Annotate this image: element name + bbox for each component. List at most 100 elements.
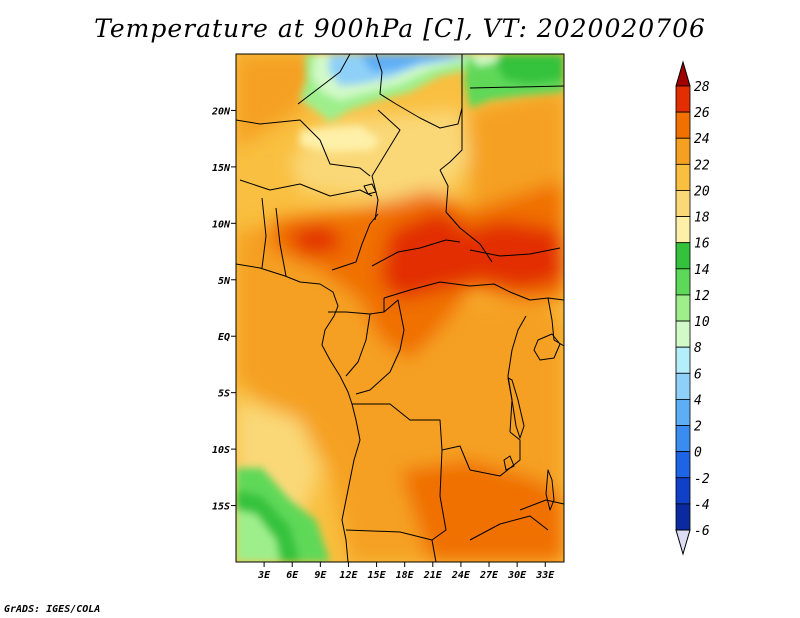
lon-tick-label: 24E	[451, 570, 471, 581]
lake-malawi	[545, 469, 555, 511]
border-chad-car	[371, 239, 461, 267]
border-drc-tanzania	[507, 315, 527, 433]
lon-tick-label: 15E	[368, 570, 387, 581]
map-title: Temperature at 900hPa [C], VT: 202002070…	[94, 14, 706, 43]
lon-tick-label: 9E	[314, 570, 327, 581]
colorbar-label: 0	[694, 446, 702, 461]
lon-tick-label: 27E	[479, 570, 499, 581]
latitude-axis: 20N 15N 10N 5N EQ 5S 10S 15S	[211, 106, 236, 513]
field-24c-zambia	[400, 460, 564, 562]
border-chad-sudan	[439, 169, 493, 263]
border-niger-chad	[371, 109, 401, 221]
colorbar-swatch	[675, 190, 691, 217]
lat-tick-label: 10S	[212, 445, 230, 456]
lake-victoria	[533, 333, 561, 361]
colorbar-label: 24	[694, 132, 710, 147]
border-nigeria-cameroon	[331, 213, 379, 271]
lat-tick-label: 15N	[212, 163, 231, 174]
colorbar-swatch	[675, 85, 691, 113]
colorbar-bottom-arrow	[675, 529, 691, 556]
grads-credit: GrADS: IGES/COLA	[4, 604, 101, 615]
colorbar-swatch	[675, 268, 691, 296]
colorbar-label: 22	[694, 158, 710, 173]
lon-tick-label: 12E	[339, 570, 358, 581]
field-8c-libya	[470, 54, 500, 66]
colorbar-swatch	[675, 216, 691, 244]
border-car-drc	[383, 281, 511, 299]
colorbar-swatch	[675, 477, 691, 505]
field-2c-sahara-north	[360, 54, 470, 72]
field-10c-namibia-coast	[236, 510, 280, 562]
border-drc-zambia	[469, 431, 521, 477]
colorbar-swatch	[675, 111, 691, 139]
border-mali-niger	[236, 119, 371, 177]
border-benin-nigeria	[275, 207, 287, 277]
colorbar-label: 28	[694, 80, 710, 95]
colorbar-label: -2	[694, 472, 710, 487]
colorbar-label: 18	[694, 211, 710, 226]
colorbar-swatch	[675, 425, 691, 453]
border-congo-drc	[355, 299, 405, 395]
colorbar-swatch	[675, 163, 691, 191]
lon-tick-label: 3E	[257, 570, 271, 581]
country-borders	[236, 54, 564, 562]
border-zambia-mozambique	[519, 499, 564, 511]
border-benin-togo	[261, 197, 267, 269]
colorbar-swatch	[675, 294, 691, 322]
colorbar-swatch	[675, 137, 691, 165]
colorbar-label: 26	[694, 106, 710, 121]
colorbar-label: -6	[694, 524, 710, 539]
lat-tick-label: 5S	[218, 389, 230, 400]
colorbar-label: 8	[694, 341, 702, 356]
field-14c-egypt	[490, 54, 564, 84]
colorbar-label: 4	[694, 393, 702, 408]
colorbar-swatch	[675, 372, 691, 400]
colorbar-label: 16	[694, 237, 710, 252]
colorbar-swatch	[675, 503, 691, 531]
border-angola-zambia	[431, 449, 447, 541]
colorbar-swatch	[675, 451, 691, 479]
border-drc-angola	[352, 403, 471, 471]
lake-chad	[363, 183, 377, 195]
lon-tick-label: 6E	[286, 570, 299, 581]
colorbar-swatch	[675, 346, 691, 374]
border-south-sudan-uganda	[509, 291, 564, 301]
field-26c-car-sudan	[380, 210, 564, 300]
lon-tick-label: 30E	[507, 570, 527, 581]
field-26c-nigeria	[290, 225, 345, 255]
field-16c-niger	[300, 126, 380, 152]
lon-tick-label: 18E	[396, 570, 415, 581]
colorbar-label: 6	[694, 367, 702, 382]
coastline-west-africa	[236, 263, 361, 562]
lat-tick-label: 5N	[218, 276, 231, 287]
lat-tick-label: 10N	[212, 219, 231, 230]
border-botswana-namibia	[431, 539, 437, 562]
border-sahara-north	[297, 54, 351, 105]
colorbar-swatch	[675, 242, 691, 270]
colorbar-swatch	[675, 399, 691, 426]
border-libya-egypt	[439, 54, 463, 171]
lake-mweru	[503, 455, 515, 471]
colorbar-label: 12	[694, 289, 710, 304]
field-4c-sahara-north	[328, 54, 470, 86]
border-zambia-zimbabwe	[469, 515, 549, 541]
lon-tick-label: 21E	[423, 570, 443, 581]
lat-tick-label: 15S	[212, 502, 230, 513]
colorbar-top-arrow	[675, 60, 691, 87]
colorbar-label: 20	[694, 184, 710, 199]
border-sudan-south-sudan	[469, 247, 561, 257]
border-egypt-sudan	[469, 85, 564, 89]
colorbar-label: 10	[694, 315, 710, 330]
lat-tick-label: EQ	[218, 332, 230, 343]
colorbar-swatch	[675, 320, 691, 348]
lake-tanganyika	[507, 377, 525, 439]
longitude-axis: 3E 6E 9E 12E 15E 18E 21E 24E 27E 30E 33E	[257, 562, 555, 581]
lon-tick-label: 33E	[535, 570, 555, 581]
border-gabon-congo	[345, 313, 371, 377]
border-niger-nigeria	[239, 179, 373, 197]
border-algeria-libya	[375, 54, 463, 129]
colorbar-label: 2	[694, 420, 702, 435]
lat-tick-label: 20N	[211, 106, 231, 117]
colorbar-label: 14	[694, 263, 710, 278]
